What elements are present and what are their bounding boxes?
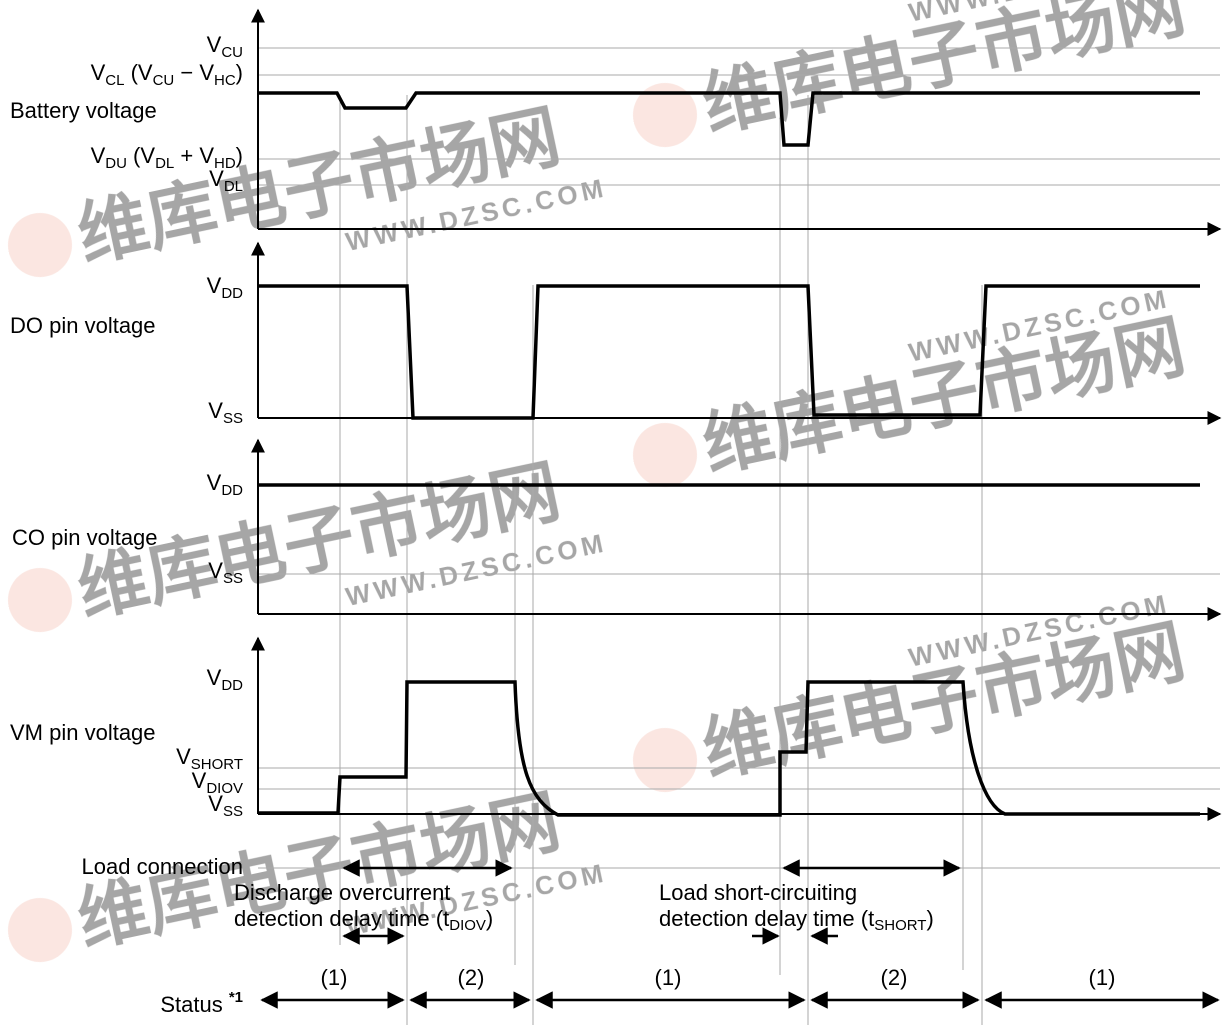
load-connection-label: Load connection: [82, 854, 243, 879]
short-annotation-line2: detection delay time (tSHORT): [659, 906, 934, 934]
waveforms: [258, 91, 1200, 817]
status-segment-4: (2): [881, 965, 908, 990]
status-segment-2: (2): [458, 965, 485, 990]
do-pin-voltage-title: DO pin voltage: [10, 313, 156, 338]
vdl-label: VDL: [209, 166, 243, 195]
vm-pin-voltage-title: VM pin voltage: [10, 720, 156, 745]
battery-voltage-title: Battery voltage: [10, 98, 157, 123]
watermark-logo-6: 维库电子市场网 WWW.DZSC.COM: [633, 588, 1192, 792]
watermark-logo-4: 维库电子市场网 WWW.DZSC.COM: [633, 0, 1192, 147]
co-vss-label: VSS: [208, 558, 243, 587]
status-segment-3: (1): [655, 965, 682, 990]
watermark-logo-5: 维库电子市场网 WWW.DZSC.COM: [633, 283, 1192, 487]
status-label: Status *1: [160, 989, 243, 1017]
diov-annotation-line2: detection delay time (tDIOV): [234, 906, 493, 934]
watermark-logo-2: 维库电子市场网 WWW.DZSC.COM: [8, 450, 610, 632]
vm-pin-waveform: [258, 680, 1200, 817]
status-segment-1: (1): [321, 965, 348, 990]
watermark-logo-1: 维库电子市场网 WWW.DZSC.COM: [8, 95, 610, 277]
do-vdd-label: VDD: [207, 273, 244, 302]
diov-annotation-line1: Discharge overcurrent: [234, 880, 450, 905]
vcu-label: VCU: [207, 32, 243, 61]
vdu-label: VDU (VDL + VHD): [91, 143, 243, 172]
co-pin-voltage-title: CO pin voltage: [12, 525, 158, 550]
co-vdd-label: VDD: [207, 470, 244, 499]
status-segment-5: (1): [1089, 965, 1116, 990]
vm-vss-label: VSS: [208, 791, 243, 820]
watermark-brand-4: 维库电子市场网: [696, 0, 1192, 147]
do-vss-label: VSS: [208, 398, 243, 427]
vshort-label: VSHORT: [176, 744, 243, 773]
do-pin-waveform: [258, 284, 1200, 420]
vcl-label: VCL (VCU − VHC): [91, 60, 243, 89]
vm-vdd-label: VDD: [207, 665, 244, 694]
short-annotation-line1: Load short-circuiting: [659, 880, 857, 905]
battery-waveform: [258, 91, 1200, 147]
vdiov-label: VDIOV: [192, 768, 243, 797]
